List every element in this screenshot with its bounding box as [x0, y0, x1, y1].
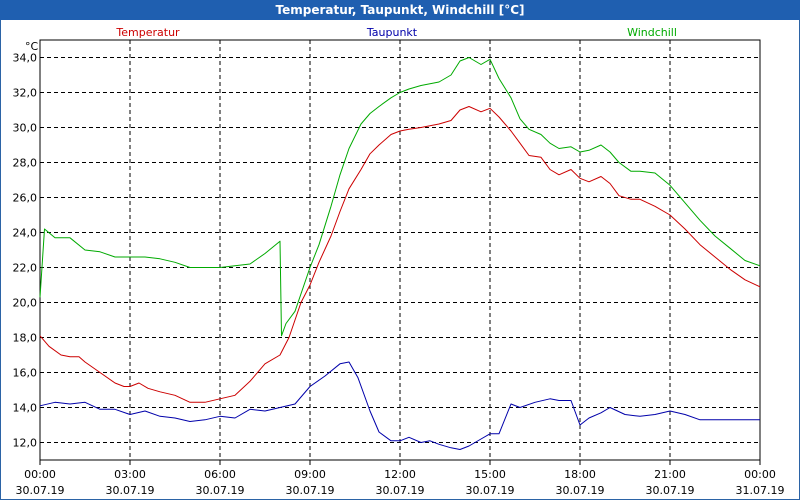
- series-line-temperatur: [39, 106, 761, 403]
- y-tick-label: 14,0: [13, 402, 38, 415]
- x-tick-time-label: 18:00: [564, 468, 596, 481]
- x-tick-time-label: 12:00: [384, 468, 416, 481]
- y-tick-label: 28,0: [13, 157, 38, 170]
- y-tick-label: 22,0: [13, 262, 38, 275]
- legend-temperatur: Temperatur: [115, 26, 180, 39]
- series-line-windchill: [39, 57, 761, 337]
- y-tick-label: 32,0: [13, 87, 38, 100]
- x-tick-date-label: 30.07.19: [466, 484, 515, 497]
- x-axis-ticks: 00:00 30.07.19 03:00 30.07.19 06:00 30.07.19 0…: [16, 460, 785, 497]
- chart-title: Temperatur, Taupunkt, Windchill [°C]: [0, 0, 800, 20]
- x-tick-date-label: 30.07.19: [106, 484, 155, 497]
- y-tick-label: 26,0: [13, 192, 38, 205]
- y-axis-ticks: 12,0 14,0 16,0 18,0 20,0 22,0 24,0 26,0 28,0 30,0…: [13, 52, 38, 450]
- legend-taupunkt: Taupunkt: [366, 26, 418, 39]
- y-axis-label: °C: [25, 40, 39, 53]
- y-tick-label: 12,0: [13, 437, 38, 450]
- y-tick-label: 18,0: [13, 332, 38, 345]
- x-tick-time-label: 06:00: [204, 468, 236, 481]
- y-tick-label: 24,0: [13, 227, 38, 240]
- y-tick-label: 30,0: [13, 122, 38, 135]
- x-tick-date-label: 31.07.19: [736, 484, 785, 497]
- x-tick-time-label: 03:00: [114, 468, 146, 481]
- x-tick-date-label: 30.07.19: [376, 484, 425, 497]
- x-tick-date-label: 30.07.19: [196, 484, 245, 497]
- x-tick-date-label: 30.07.19: [286, 484, 335, 497]
- series-line-taupunkt: [39, 361, 760, 450]
- x-tick-date-label: 30.07.19: [646, 484, 695, 497]
- y-tick-label: 16,0: [13, 367, 38, 380]
- y-tick-label: 20,0: [13, 297, 38, 310]
- legend-windchill: Windchill: [627, 26, 677, 39]
- x-tick-time-label: 00:00: [744, 468, 776, 481]
- x-tick-time-label: 00:00: [24, 468, 56, 481]
- x-tick-time-label: 09:00: [294, 468, 326, 481]
- x-tick-time-label: 21:00: [654, 468, 686, 481]
- y-tick-label: 34,0: [13, 52, 38, 65]
- x-tick-date-label: 30.07.19: [556, 484, 605, 497]
- x-tick-date-label: 30.07.19: [16, 484, 65, 497]
- x-tick-time-label: 15:00: [474, 468, 506, 481]
- grid-lines: [40, 40, 760, 460]
- legend: Temperatur Taupunkt Windchill: [115, 26, 677, 39]
- series-lines: [39, 57, 761, 450]
